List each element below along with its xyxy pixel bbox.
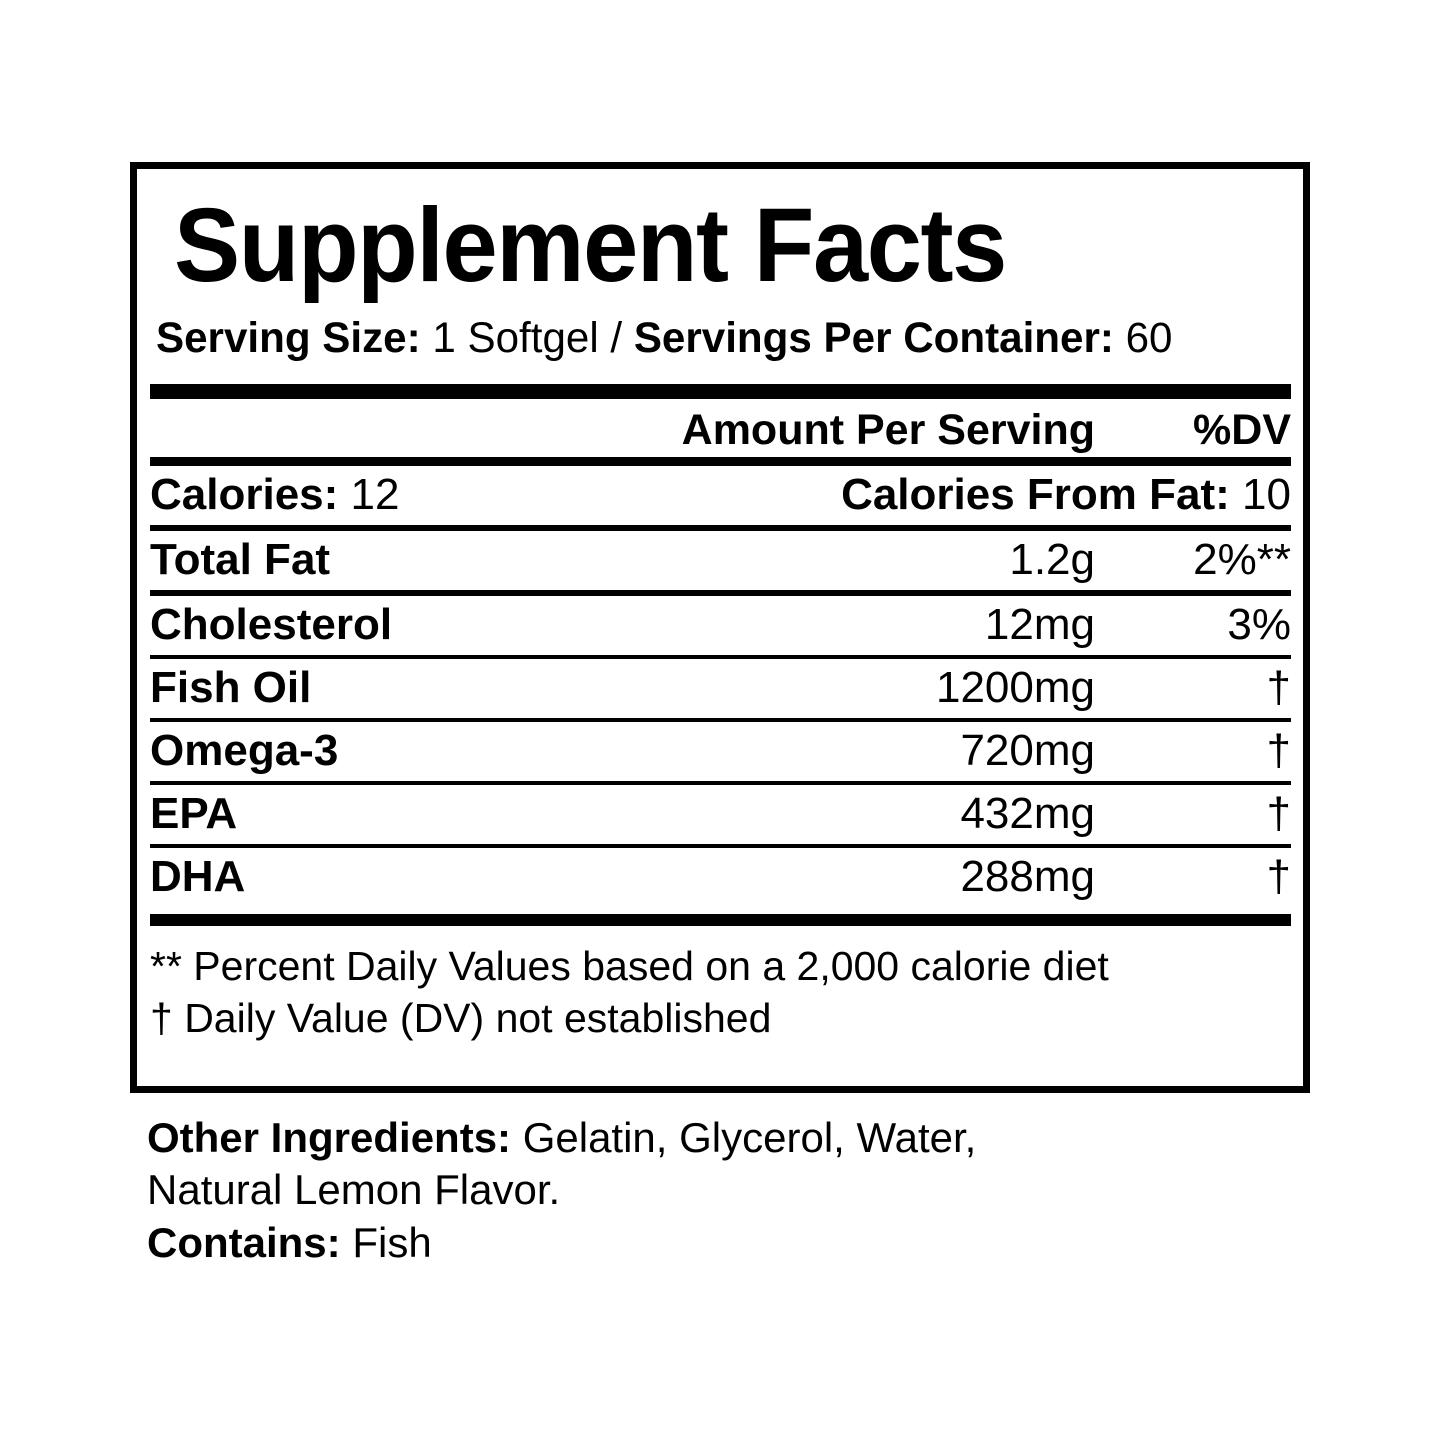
calories-from-fat-spacer (1230, 470, 1242, 519)
nutrient-amount: 288mg (960, 851, 1095, 901)
nutrient-name: Total Fat (150, 534, 331, 584)
calories-from-fat-label: Calories From Fat: (841, 469, 1230, 519)
servings-per-container-label: Servings Per Container: (633, 314, 1114, 363)
ingredients-block: Other Ingredients: Gelatin, Glycerol, Wa… (147, 1112, 1327, 1269)
serving-separator-spacer (599, 314, 611, 362)
other-ingredients-value-line-1: Gelatin, Glycerol, Water, (522, 1114, 977, 1161)
serving-container-spacer (622, 314, 634, 362)
servings-per-container-value: 60 (1125, 314, 1173, 363)
divider-row (150, 654, 1291, 659)
table-row: Cholesterol 12mg 3% (150, 596, 1291, 655)
calories-cell: Calories: 12 (150, 470, 399, 520)
nutrient-name: Cholesterol (150, 599, 393, 649)
serving-size-label: Serving Size: (156, 314, 421, 363)
footnotes: ** Percent Daily Values based on a 2,000… (150, 940, 1291, 1044)
table-row: Total Fat 1.2g 2%** (150, 531, 1291, 590)
footnote-percent-daily-values: ** Percent Daily Values based on a 2,000… (150, 942, 1109, 989)
calories-spacer (338, 470, 350, 519)
nutrient-daily-value: † (1266, 725, 1291, 775)
nutrient-amount: 1.2g (1009, 534, 1095, 584)
column-header-percent-dv: %DV (1193, 405, 1291, 454)
page-title: Supplement Facts (174, 187, 1007, 304)
nutrient-name: DHA (150, 851, 246, 901)
divider-below-serving (150, 383, 1291, 399)
table-row: DHA 288mg † (150, 848, 1291, 907)
other-ingredients-line-1: Other Ingredients: Gelatin, Glycerol, Wa… (147, 1112, 1327, 1164)
nutrient-daily-value: 3% (1227, 599, 1291, 649)
calories-value: 12 (350, 469, 400, 519)
nutrient-daily-value: † (1266, 851, 1291, 901)
table-row: Omega-3 720mg † (150, 722, 1291, 781)
serving-size-spacer (421, 314, 433, 362)
footnote-dv-not-established: † Daily Value (DV) not established (150, 994, 772, 1041)
calories-label: Calories: (150, 469, 339, 519)
divider-row (150, 843, 1291, 848)
serving-info: Serving Size: 1 Softgel / Servings Per C… (156, 314, 1268, 363)
divider-row (150, 589, 1291, 596)
nutrient-name: Fish Oil (150, 662, 312, 712)
nutrient-amount: 432mg (960, 788, 1095, 838)
contains-line: Contains: Fish (147, 1217, 1327, 1269)
other-ingredients-line-2: Natural Lemon Flavor. (147, 1166, 561, 1214)
divider-above-footnotes (150, 913, 1291, 926)
table-row-calories: Calories: 12 Calories From Fat: 10 (150, 466, 1291, 525)
other-ingredients-spacer (511, 1114, 523, 1161)
servings-value-spacer (1114, 314, 1126, 362)
nutrient-name: EPA (150, 788, 238, 838)
table-row: EPA 432mg † (150, 785, 1291, 844)
nutrient-amount: 12mg (984, 599, 1095, 649)
nutrient-daily-value: 2%** (1193, 534, 1291, 584)
calories-from-fat-cell: Calories From Fat: 10 (841, 470, 1291, 520)
calories-from-fat-value: 10 (1242, 469, 1291, 519)
divider-below-calories (150, 524, 1291, 531)
nutrient-amount: 720mg (960, 725, 1095, 775)
divider-row (150, 780, 1291, 785)
column-header-amount-per-serving: Amount Per Serving (681, 405, 1095, 454)
divider-below-table-header (150, 456, 1291, 466)
serving-size-value: 1 Softgel (432, 314, 599, 363)
serving-separator: / (610, 314, 623, 363)
supplement-facts-panel: Supplement Facts Serving Size: 1 Softgel… (130, 162, 1310, 1093)
nutrient-daily-value: † (1266, 788, 1291, 838)
contains-spacer (341, 1219, 353, 1266)
other-ingredients-label: Other Ingredients: (147, 1114, 512, 1161)
nutrient-daily-value: † (1266, 662, 1291, 712)
contains-label: Contains: (147, 1218, 341, 1266)
table-header-row: Amount Per Serving %DV (150, 399, 1291, 457)
nutrient-name: Omega-3 (150, 725, 339, 775)
table-row: Fish Oil 1200mg † (150, 659, 1291, 718)
contains-value: Fish (352, 1218, 432, 1266)
nutrient-amount: 1200mg (935, 662, 1095, 712)
divider-row (150, 717, 1291, 722)
